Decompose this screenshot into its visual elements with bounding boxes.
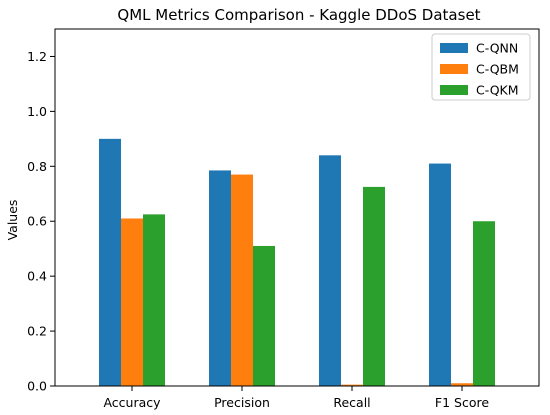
chart-title: QML Metrics Comparison - Kaggle DDoS Dat… [117, 6, 480, 24]
bar-c-qnn-f1-score [429, 163, 451, 386]
bar-c-qbm-accuracy [121, 218, 143, 386]
y-axis-label: Values [5, 200, 20, 241]
bar-c-qkm-recall [363, 186, 385, 386]
y-tick-label: 0.4 [27, 269, 47, 284]
legend-swatch-c-qnn [440, 43, 468, 53]
legend-label-c-qnn: C-QNN [476, 41, 518, 56]
bar-c-qbm-recall [341, 384, 363, 386]
bar-c-qkm-f1-score [473, 221, 495, 386]
legend-swatch-c-qkm [440, 85, 468, 95]
x-tick-label: Recall [333, 395, 370, 410]
y-tick-label: 0.0 [27, 379, 47, 394]
plot-area: Accuracy Precision Recall F1 Score 0.0 0.2 0.4… [27, 28, 540, 410]
y-tick-label: 1.0 [27, 104, 47, 119]
bar-c-qbm-f1-score [451, 383, 473, 386]
bar-c-qnn-precision [209, 170, 231, 386]
plot-frame [54, 28, 540, 387]
bar-c-qbm-precision [231, 174, 253, 386]
y-tick-label: 0.8 [27, 159, 47, 174]
legend-swatch-c-qbm [440, 64, 468, 74]
bar-c-qnn-accuracy [99, 138, 121, 386]
x-tick-label: Accuracy [103, 395, 161, 410]
bar-c-qkm-precision [253, 245, 275, 386]
bar-c-qnn-recall [319, 155, 341, 386]
legend-label-c-qkm: C-QKM [476, 83, 519, 98]
y-tick-label: 0.6 [27, 214, 47, 229]
legend-label-c-qbm: C-QBM [476, 62, 519, 77]
y-tick-label: 1.2 [27, 49, 47, 64]
bar-c-qkm-accuracy [143, 214, 165, 386]
x-tick-label: F1 Score [435, 395, 489, 410]
y-tick-label: 0.2 [27, 324, 47, 339]
x-tick-label: Precision [214, 395, 270, 410]
